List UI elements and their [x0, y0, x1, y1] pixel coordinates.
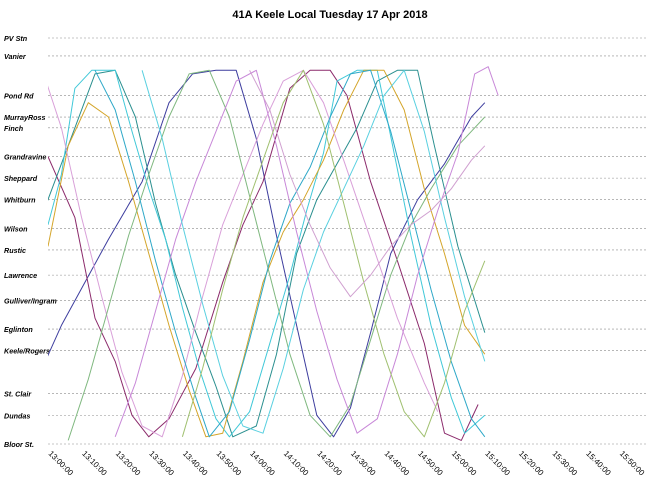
- stop-label: PV Stn: [4, 34, 28, 43]
- stop-label: Whitburn: [4, 196, 36, 205]
- x-tick-label: 13:20:00: [114, 449, 143, 478]
- trip-line-10: [181, 69, 486, 438]
- stop-label: MurrayRoss: [4, 113, 46, 122]
- stop-label: Eglinton: [4, 325, 33, 334]
- trip-lines: [48, 66, 499, 441]
- x-tick-label: 15:40:00: [584, 449, 613, 478]
- stop-label: Wilson: [4, 224, 28, 233]
- stop-label: St. Clair: [4, 390, 32, 399]
- trip-line-1: [48, 69, 479, 441]
- trip-line-7: [94, 69, 486, 438]
- x-tick-label: 13:30:00: [147, 449, 176, 478]
- trip-line-6: [67, 69, 486, 441]
- trip-line-0: [48, 69, 486, 438]
- x-tick-label: 14:40:00: [383, 449, 412, 478]
- stop-label: Keele/Rogers: [4, 347, 50, 356]
- stop-label: Dundas: [4, 411, 30, 420]
- trip-line-9: [141, 69, 486, 434]
- x-tick-label: 14:20:00: [315, 449, 344, 478]
- trip-line-11: [249, 70, 486, 298]
- stop-label: Gulliver/Ingram: [4, 296, 57, 305]
- x-tick-label: 14:50:00: [416, 449, 445, 478]
- stop-label: Pond Rd: [4, 91, 34, 100]
- trip-line-5: [48, 69, 439, 438]
- stop-label: Grandravine: [4, 153, 46, 162]
- x-tick-label: 15:00:00: [450, 449, 479, 478]
- x-tick-label: 13:50:00: [215, 449, 244, 478]
- trip-line-8: [114, 66, 499, 437]
- stop-label: Rustic: [4, 246, 26, 255]
- trip-line-4: [48, 69, 486, 438]
- x-tick-label: 14:10:00: [282, 449, 311, 478]
- trip-line-3: [48, 69, 486, 438]
- x-tick-label: 15:20:00: [517, 449, 546, 478]
- x-tick-label: 15:30:00: [551, 449, 580, 478]
- x-tick-label: 13:40:00: [181, 449, 210, 478]
- trip-line-2: [48, 69, 486, 438]
- stop-label: Lawrence: [4, 271, 37, 280]
- x-tick-label: 13:00:00: [47, 449, 76, 478]
- x-tick-label: 14:30:00: [349, 449, 378, 478]
- gridlines: [48, 37, 648, 445]
- stop-label: Bloor St.: [4, 440, 34, 449]
- x-tick-label: 14:00:00: [248, 449, 277, 478]
- x-tick-label: 15:10:00: [483, 449, 512, 478]
- stop-labels: PV Stn Vanier Pond Rd MurrayRoss Finch Grandr…: [4, 34, 57, 449]
- x-tick-label: 15:50:00: [618, 449, 647, 478]
- chart-title: 41A Keele Local Tuesday 17 Apr 2018: [232, 9, 427, 21]
- stop-label: Vanier: [4, 52, 27, 61]
- stop-label: Sheppard: [4, 174, 38, 183]
- x-tick-label: 13:10:00: [80, 449, 109, 478]
- x-axis-ticks: 13:00:00 13:10:00 13:20:00 13:30:00 13:40:00…: [47, 449, 647, 478]
- stop-label: Finch: [4, 124, 24, 133]
